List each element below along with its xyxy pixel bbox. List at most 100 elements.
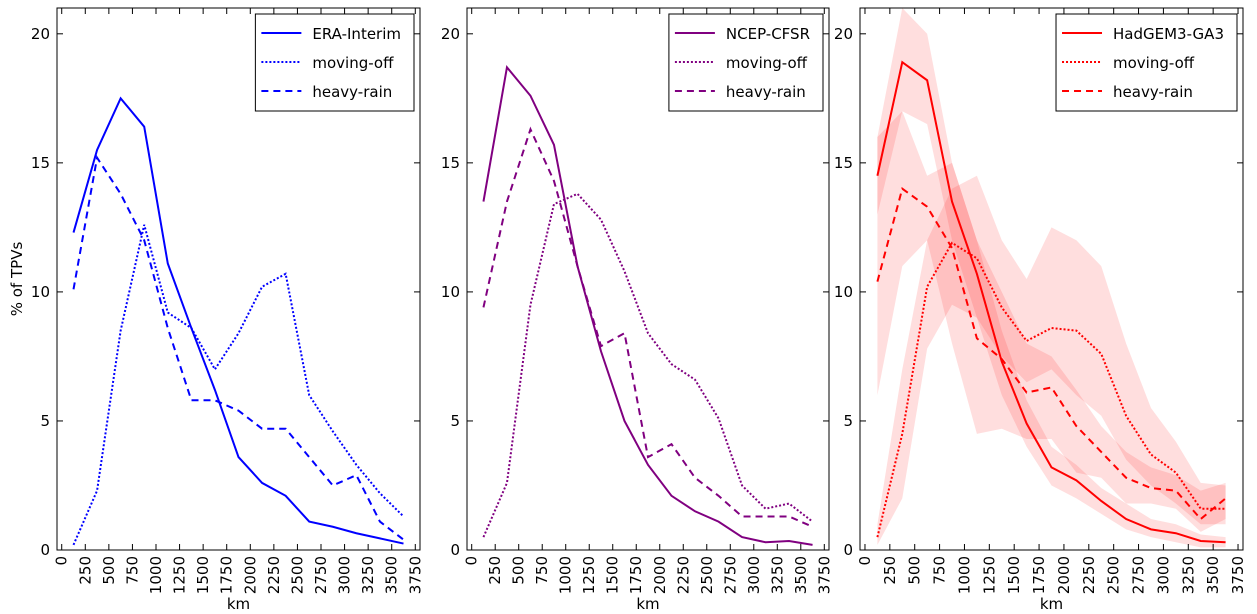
series-line bbox=[482, 126, 813, 528]
x-tick-label: 2250 bbox=[674, 556, 692, 594]
uncertainty-band bbox=[877, 8, 1226, 548]
x-tick-label: 1250 bbox=[171, 556, 189, 594]
y-tick-label: 5 bbox=[843, 412, 853, 430]
x-tick-label: 2500 bbox=[698, 556, 716, 594]
x-tick-label: 1250 bbox=[580, 556, 598, 594]
x-tick-label: 1500 bbox=[604, 556, 622, 594]
x-tick-label: 2500 bbox=[288, 556, 306, 594]
y-tick-label: 15 bbox=[834, 154, 853, 172]
y-tick-label: 0 bbox=[450, 541, 460, 559]
legend-label: heavy-rain bbox=[312, 83, 392, 101]
x-tick-label: 1000 bbox=[955, 556, 973, 594]
y-tick-label: 15 bbox=[441, 154, 460, 172]
x-tick-label: 3500 bbox=[792, 556, 810, 594]
x-tick-label: 1000 bbox=[147, 556, 165, 594]
series-line bbox=[72, 155, 405, 541]
y-tick-label: 0 bbox=[40, 541, 50, 559]
uncertainty-band bbox=[877, 175, 1226, 545]
x-tick-label: 250 bbox=[76, 556, 94, 585]
x-tick-label: 2250 bbox=[265, 556, 283, 594]
x-tick-label: 3750 bbox=[1229, 556, 1247, 594]
x-tick-label: 2750 bbox=[1130, 556, 1148, 594]
x-tick-label: 3000 bbox=[336, 556, 354, 594]
x-tick-label: 1500 bbox=[1005, 556, 1023, 594]
x-tick-label: 250 bbox=[881, 556, 899, 585]
legend-frame bbox=[668, 13, 824, 112]
legend: ERA-Interim moving-off heavy-rain bbox=[254, 13, 415, 112]
x-tick-label: 500 bbox=[100, 556, 118, 585]
panel: 0 5 10 15 20 0 250 500 750 1000 1250 1500 1750 2000 22… bbox=[8, 7, 424, 613]
legend-label: HadGEM3-GA3 bbox=[1113, 25, 1224, 43]
y-tick-label: 10 bbox=[441, 283, 460, 301]
y-tick-label: 10 bbox=[834, 283, 853, 301]
legend: HadGEM3-GA3 moving-off heavy-rain bbox=[1055, 13, 1238, 112]
legend-label: NCEP-CFSR bbox=[726, 25, 810, 43]
x-tick-label: 3500 bbox=[383, 556, 401, 594]
plot-area bbox=[482, 65, 814, 546]
y-tick-label: 0 bbox=[843, 541, 853, 559]
x-tick-label: 750 bbox=[931, 556, 949, 585]
plot-frame bbox=[56, 7, 421, 551]
y-tick-label: 5 bbox=[40, 412, 50, 430]
x-tick-label: 750 bbox=[533, 556, 551, 585]
x-tick-label: 500 bbox=[510, 556, 528, 585]
x-tick-label: 2750 bbox=[721, 556, 739, 594]
y-axis-label: % of TPVs bbox=[8, 242, 26, 317]
x-axis-label: km bbox=[636, 595, 659, 613]
series-line bbox=[876, 187, 1227, 521]
x-tick-label: 1750 bbox=[627, 556, 645, 594]
plot-area bbox=[72, 96, 405, 546]
panel: 0 5 10 15 20 0 250 500 750 1000 1250 1500 1750 2000 22… bbox=[834, 7, 1247, 613]
x-tick-label: 1500 bbox=[194, 556, 212, 594]
panel: 0 5 10 15 20 0 250 500 750 1000 1250 1500 1750 2000 22… bbox=[441, 7, 833, 613]
legend-label: moving-off bbox=[312, 54, 394, 72]
x-tick-label: 1750 bbox=[1030, 556, 1048, 594]
legend: NCEP-CFSR moving-off heavy-rain bbox=[668, 13, 824, 112]
y-tick-label: 15 bbox=[31, 154, 50, 172]
x-tick-label: 2000 bbox=[241, 556, 259, 594]
plot-area bbox=[876, 8, 1227, 548]
x-axis-label: km bbox=[227, 595, 250, 613]
series-line bbox=[876, 241, 1226, 538]
y-tick-label: 20 bbox=[31, 25, 50, 43]
x-tick-label: 3750 bbox=[815, 556, 833, 594]
series-line bbox=[482, 65, 813, 546]
plot-frame bbox=[466, 7, 830, 551]
x-tick-label: 3750 bbox=[406, 556, 424, 594]
x-tick-label: 3250 bbox=[359, 556, 377, 594]
x-tick-label: 250 bbox=[486, 556, 504, 585]
legend-label: ERA-Interim bbox=[312, 25, 401, 43]
y-tick-label: 10 bbox=[31, 283, 50, 301]
x-tick-label: 3250 bbox=[1179, 556, 1197, 594]
series-line bbox=[72, 224, 405, 546]
legend-label: heavy-rain bbox=[1113, 83, 1193, 101]
x-tick-label: 500 bbox=[906, 556, 924, 585]
x-tick-label: 0 bbox=[856, 556, 874, 566]
x-axis-label: km bbox=[1040, 595, 1063, 613]
y-tick-label: 5 bbox=[450, 412, 460, 430]
series-line bbox=[876, 60, 1226, 544]
x-tick-label: 2000 bbox=[651, 556, 669, 594]
x-tick-label: 3000 bbox=[1154, 556, 1172, 594]
x-tick-label: 3250 bbox=[768, 556, 786, 594]
x-tick-label: 2500 bbox=[1105, 556, 1123, 594]
x-tick-label: 1750 bbox=[218, 556, 236, 594]
y-tick-label: 20 bbox=[441, 25, 460, 43]
legend-label: heavy-rain bbox=[726, 83, 806, 101]
y-tick-label: 20 bbox=[834, 25, 853, 43]
series-line bbox=[482, 192, 814, 538]
uncertainty-band bbox=[877, 111, 1226, 532]
series-line bbox=[72, 96, 404, 545]
x-tick-label: 3500 bbox=[1204, 556, 1222, 594]
legend-label: moving-off bbox=[726, 54, 808, 72]
x-tick-label: 2750 bbox=[312, 556, 330, 594]
legend-label: moving-off bbox=[1113, 54, 1195, 72]
x-tick-label: 3000 bbox=[745, 556, 763, 594]
x-tick-label: 750 bbox=[123, 556, 141, 585]
x-tick-label: 1250 bbox=[980, 556, 998, 594]
x-tick-label: 0 bbox=[53, 556, 71, 566]
x-tick-label: 2250 bbox=[1080, 556, 1098, 594]
x-tick-label: 2000 bbox=[1055, 556, 1073, 594]
